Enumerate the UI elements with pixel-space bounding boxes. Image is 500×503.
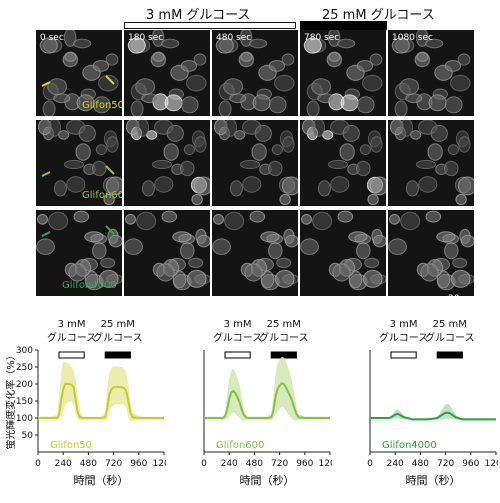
y-tick-label: 300 — [16, 346, 33, 356]
stimulus-label: 3 mM — [224, 319, 252, 330]
x-axis-label: 時間（秒） — [74, 473, 129, 487]
image-tile: Glifon4000 — [36, 210, 122, 296]
x-tick-label: 1200 — [485, 459, 498, 469]
image-tile: 1080 sec — [388, 30, 474, 116]
stimulus-label: 25 mM — [433, 319, 467, 330]
x-tick-label: 720 — [437, 459, 454, 469]
stimulus-bar — [224, 351, 251, 359]
image-tile — [388, 120, 474, 206]
stimulus-bar — [58, 351, 85, 359]
arrow-icon — [105, 225, 115, 235]
scale-bar-label: 20 μm — [448, 294, 477, 304]
sensor-label: Glifon50 — [82, 100, 122, 111]
x-axis-label: 時間（秒） — [240, 473, 295, 487]
time-label: 0 sec — [40, 33, 64, 43]
image-tile — [124, 210, 210, 296]
series-line — [38, 383, 164, 419]
error-band — [38, 361, 164, 422]
error-band — [204, 356, 330, 421]
x-tick-label: 960 — [130, 459, 147, 469]
x-tick-label: 240 — [387, 459, 404, 469]
series-name: Glifon4000 — [382, 440, 437, 451]
stimulus-label: グルコース — [93, 331, 142, 344]
stimulus-bar — [390, 351, 417, 359]
arrow-icon — [105, 165, 115, 175]
y-tick-label: 50 — [22, 431, 34, 441]
x-tick-label: 0 — [35, 459, 41, 469]
image-tile — [388, 210, 474, 296]
stimulus-label: グルコース — [213, 331, 262, 344]
image-tile: 780 sec — [300, 30, 386, 116]
image-tile — [124, 120, 210, 206]
image-tile: 180 sec — [124, 30, 210, 116]
top-label-25mm: 25 mM グルコース — [322, 8, 435, 23]
series-line — [370, 411, 496, 421]
time-label: 1080 sec — [392, 33, 433, 43]
arrow-icon — [41, 81, 51, 87]
x-tick-label: 1200 — [319, 459, 332, 469]
stimulus-label: グルコース — [259, 331, 308, 344]
image-tile — [300, 210, 386, 296]
top-bar-3mm — [124, 22, 296, 29]
arrow-icon — [105, 75, 115, 85]
stimulus-bar — [270, 351, 297, 359]
arrow-icon — [41, 231, 51, 237]
time-label: 480 sec — [216, 33, 252, 43]
stimulus-label: グルコース — [425, 331, 474, 344]
x-tick-label: 960 — [296, 459, 313, 469]
x-tick-label: 0 — [201, 459, 207, 469]
stimulus-bar — [104, 351, 131, 359]
scale-bar-line — [448, 305, 476, 307]
stimulus-label: 3 mM — [390, 319, 418, 330]
x-tick-label: 480 — [412, 459, 429, 469]
y-tick-label: 200 — [16, 380, 33, 390]
sensor-label: Glifon4000 — [62, 280, 117, 291]
stimulus-label: 25 mM — [101, 319, 135, 330]
x-tick-label: 480 — [246, 459, 263, 469]
top-bar-25mm — [300, 21, 387, 30]
series-line — [204, 382, 330, 419]
top-label-3mm: 3 mM グルコース — [146, 8, 251, 23]
image-tile: Glifon600 — [36, 120, 122, 206]
stimulus-label: グルコース — [47, 331, 96, 344]
arrow-icon — [41, 171, 51, 177]
sensor-label: Glifon600 — [82, 190, 122, 201]
scale-bar: 20 μm — [448, 294, 477, 307]
x-tick-label: 1200 — [153, 459, 166, 469]
x-tick-label: 240 — [55, 459, 72, 469]
x-tick-label: 720 — [105, 459, 122, 469]
y-tick-label: 250 — [16, 363, 33, 373]
image-tile — [300, 120, 386, 206]
x-tick-label: 480 — [80, 459, 97, 469]
x-tick-label: 960 — [462, 459, 479, 469]
y-tick-label: 100 — [16, 414, 33, 424]
series-name: Glifon50 — [50, 440, 92, 451]
x-tick-label: 720 — [271, 459, 288, 469]
time-label: 780 sec — [304, 33, 340, 43]
stimulus-label: 25 mM — [267, 319, 301, 330]
stimulus-label: 3 mM — [58, 319, 86, 330]
x-axis-label: 時間（秒） — [406, 473, 461, 487]
y-tick-label: 150 — [16, 397, 33, 407]
time-label: 180 sec — [128, 33, 164, 43]
stimulus-bar — [436, 351, 463, 359]
image-tile — [212, 120, 298, 206]
y-axis-label: 蛍光輝度変化率（%） — [6, 350, 17, 450]
stimulus-label: グルコース — [379, 331, 428, 344]
x-tick-label: 240 — [221, 459, 238, 469]
image-tile: 0 sec Glifon50 — [36, 30, 122, 116]
x-tick-label: 0 — [367, 459, 373, 469]
image-tile — [212, 210, 298, 296]
image-tile: 480 sec — [212, 30, 298, 116]
series-name: Glifon600 — [216, 440, 264, 451]
